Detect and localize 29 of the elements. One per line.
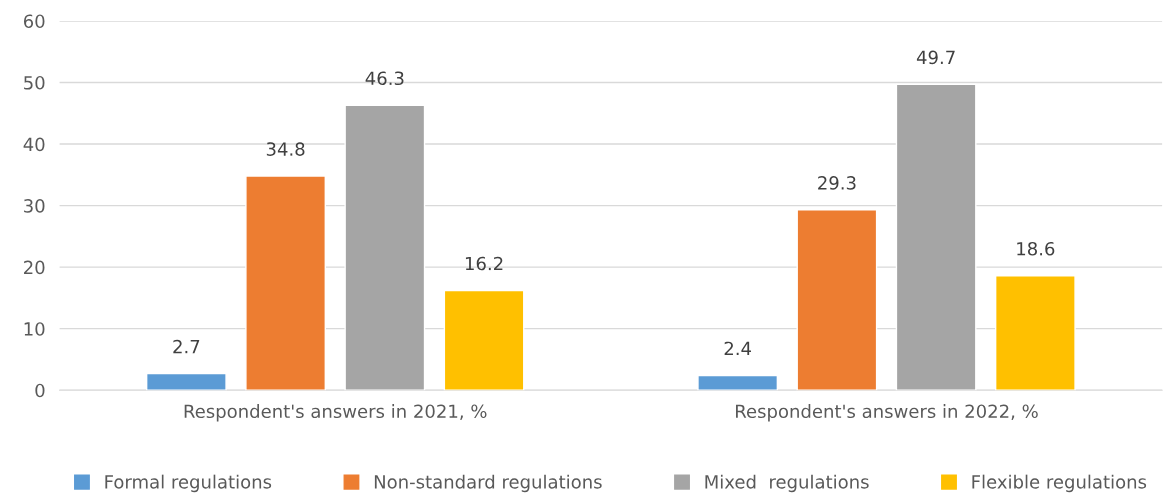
data-label: 2.4: [724, 341, 752, 356]
data-label: 16.2: [465, 256, 503, 271]
y-tick-label: 60: [23, 14, 45, 29]
y-tick-label: 50: [24, 75, 45, 90]
bar: [344, 104, 426, 391]
y-tick-label: 40: [23, 137, 45, 152]
y-tick-label: 0: [35, 383, 45, 398]
data-label: 29.3: [818, 176, 856, 190]
x-tick-label: Respondent's answers in 2021, %: [184, 404, 487, 422]
data-label: 46.3: [365, 71, 404, 86]
data-label: 2.7: [173, 339, 200, 354]
bar: [443, 289, 525, 391]
y-tick-label: 10: [24, 322, 45, 336]
legend-label: Mixed regulations: [705, 474, 869, 493]
bar: [697, 374, 779, 391]
legend-label: Non-standard regulations: [374, 474, 602, 493]
bar: [245, 175, 326, 391]
data-label: 49.7: [916, 50, 955, 65]
bar: [796, 209, 878, 391]
bar: [994, 275, 1076, 391]
y-tick-label: 20: [24, 260, 45, 275]
legend-label: Formal regulations: [105, 474, 272, 493]
bar: [895, 83, 977, 391]
y-tick-label: 30: [24, 199, 45, 213]
x-tick-label: Respondent's answers in 2022, %: [736, 404, 1038, 422]
data-label: 34.8: [266, 142, 305, 156]
bar: [145, 372, 227, 391]
legend-label: Flexible regulations: [972, 474, 1147, 493]
data-label: 18.6: [1017, 241, 1055, 256]
